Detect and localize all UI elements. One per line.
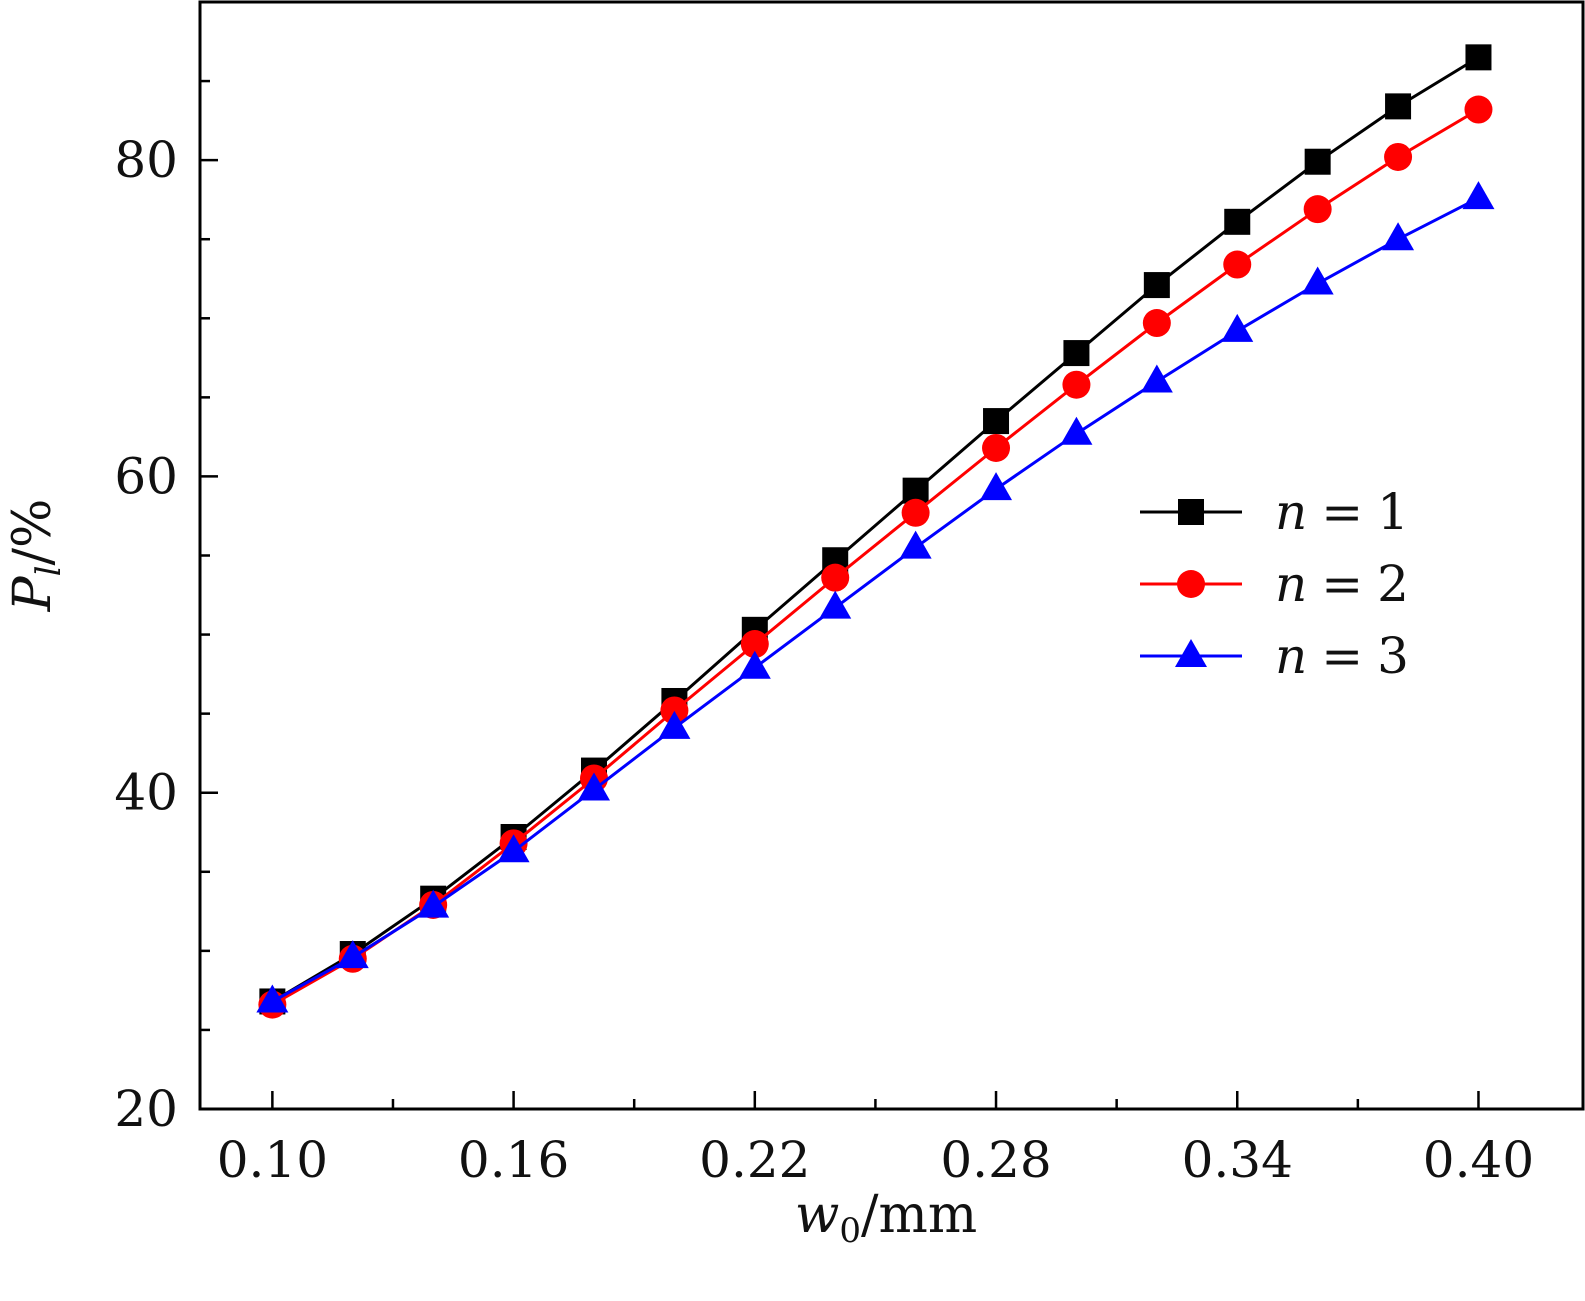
data-point: [980, 472, 1013, 501]
legend-item-3: n = 3: [1140, 627, 1409, 685]
data-point: [1465, 44, 1492, 71]
x-tick-label: 0.40: [1423, 1131, 1534, 1189]
data-point: [1062, 370, 1091, 399]
data-point: [1140, 364, 1173, 393]
x-axis-ticks: 0.10 0.16 0.22 0.28 0.34 0.40: [217, 1091, 1534, 1189]
data-point: [256, 984, 289, 1013]
data-point: [1063, 340, 1090, 367]
x-tick-label: 0.16: [458, 1131, 569, 1189]
data-point: [336, 940, 369, 969]
series-layer: [256, 44, 1495, 1019]
series-line: [271, 108, 1480, 1006]
data-point: [819, 590, 852, 619]
data-point: [1303, 195, 1332, 224]
y-tick-label: 60: [114, 447, 178, 505]
legend-label: n = 2: [1275, 555, 1409, 613]
data-point: [1301, 266, 1334, 295]
data-point: [660, 696, 689, 725]
data-point: [1382, 222, 1415, 251]
data-point: [738, 650, 771, 679]
y-axis-ticks: 20 40 60 80: [114, 79, 218, 1138]
data-point: [1142, 309, 1171, 338]
data-point: [1221, 313, 1254, 342]
data-point: [982, 433, 1011, 462]
data-point: [417, 889, 450, 918]
data-point: [821, 563, 850, 592]
data-point: [1464, 95, 1493, 124]
data-point: [1462, 181, 1495, 210]
legend-marker: [1175, 639, 1207, 667]
data-point: [1223, 250, 1252, 279]
plot-frame: [198, 0, 1585, 1111]
data-point: [1304, 148, 1331, 175]
legend-label: n = 1: [1275, 483, 1409, 541]
data-point: [899, 530, 932, 559]
data-point: [740, 630, 769, 659]
x-tick-label: 0.34: [1182, 1131, 1293, 1189]
x-tick-label: 0.28: [940, 1131, 1051, 1189]
legend-item-2: n = 2: [1140, 555, 1409, 613]
y-axis-label: Pl/%: [3, 499, 69, 613]
series-3: [256, 181, 1495, 1013]
data-point: [1060, 416, 1093, 445]
data-point: [1224, 208, 1251, 235]
x-tick-label: 0.10: [217, 1131, 328, 1189]
data-point: [1384, 142, 1413, 171]
y-tick-label: 80: [114, 131, 178, 189]
data-point: [1143, 272, 1170, 299]
legend-marker: [1177, 570, 1205, 598]
data-point: [497, 834, 530, 863]
y-tick-label: 20: [114, 1080, 178, 1138]
data-point: [577, 772, 610, 801]
legend: n = 1 n = 2 n = 3: [1140, 483, 1409, 685]
data-point: [658, 710, 691, 739]
y-tick-label: 40: [114, 764, 178, 822]
series-line: [271, 196, 1480, 1003]
data-point: [901, 498, 930, 527]
legend-marker: [1178, 499, 1204, 525]
data-point: [1385, 93, 1412, 120]
series-2: [258, 95, 1493, 1019]
legend-item-1: n = 1: [1140, 483, 1409, 541]
x-tick-label: 0.22: [699, 1131, 810, 1189]
series-line: [271, 56, 1480, 1003]
x-axis-label: w0/mm: [795, 1185, 977, 1251]
data-point: [983, 408, 1010, 435]
legend-label: n = 3: [1275, 627, 1409, 685]
